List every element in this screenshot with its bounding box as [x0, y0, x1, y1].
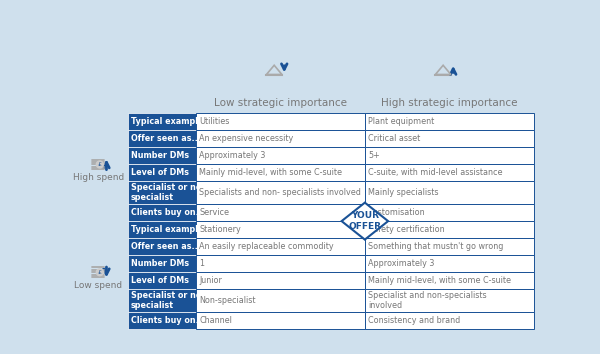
Bar: [196, 130, 365, 147]
Bar: [196, 272, 365, 289]
Text: Number DMs: Number DMs: [131, 259, 189, 268]
Bar: [365, 147, 534, 164]
Bar: [128, 181, 196, 204]
Text: Safety certification: Safety certification: [368, 225, 445, 234]
Text: Clients buy on...: Clients buy on...: [131, 208, 205, 217]
Text: Something that mustn't go wrong: Something that mustn't go wrong: [368, 242, 503, 251]
Text: YOUR
OFFER: YOUR OFFER: [349, 211, 382, 231]
Text: Stationery: Stationery: [199, 225, 241, 234]
Bar: [196, 221, 365, 238]
Bar: [196, 164, 365, 181]
Bar: [365, 130, 534, 147]
Text: Non-specialist: Non-specialist: [199, 296, 256, 305]
Bar: [196, 289, 365, 312]
Circle shape: [97, 269, 103, 276]
Text: Mainly mid-level, with some C-suite: Mainly mid-level, with some C-suite: [199, 168, 342, 177]
Text: Specialist or non-
specialist: Specialist or non- specialist: [131, 291, 210, 310]
Text: Critical asset: Critical asset: [368, 134, 420, 143]
Bar: [128, 221, 196, 238]
Text: Level of DMs: Level of DMs: [131, 168, 189, 177]
Bar: [365, 272, 534, 289]
Text: High strategic importance: High strategic importance: [381, 98, 518, 108]
Bar: [128, 312, 196, 329]
Bar: [128, 289, 196, 312]
Text: Clients buy on...: Clients buy on...: [131, 316, 205, 325]
Text: Customisation: Customisation: [368, 208, 425, 217]
Bar: [196, 255, 365, 272]
Text: Mainly mid-level, with some C-suite: Mainly mid-level, with some C-suite: [368, 276, 511, 285]
Bar: [365, 221, 534, 238]
Text: Offer seen as...: Offer seen as...: [131, 134, 200, 143]
Bar: [365, 164, 534, 181]
Bar: [365, 289, 534, 312]
Text: An expensive necessity: An expensive necessity: [199, 134, 293, 143]
Text: Level of DMs: Level of DMs: [131, 276, 189, 285]
Text: Typical example: Typical example: [131, 225, 203, 234]
Text: Low spend: Low spend: [74, 281, 122, 290]
Bar: [196, 113, 365, 130]
Polygon shape: [341, 202, 388, 240]
Text: Low strategic importance: Low strategic importance: [214, 98, 347, 108]
Bar: [196, 312, 365, 329]
Bar: [196, 238, 365, 255]
Text: Specialists and non- specialists involved: Specialists and non- specialists involve…: [199, 188, 361, 197]
Text: Mainly specialists: Mainly specialists: [368, 188, 439, 197]
Text: £: £: [98, 270, 102, 275]
Bar: [365, 204, 534, 221]
Text: Plant equipment: Plant equipment: [368, 117, 434, 126]
Bar: [128, 238, 196, 255]
Text: Channel: Channel: [199, 316, 232, 325]
Text: C-suite, with mid-level assistance: C-suite, with mid-level assistance: [368, 168, 502, 177]
Text: Specialist or non-
specialist: Specialist or non- specialist: [131, 183, 210, 202]
Bar: [196, 204, 365, 221]
Text: Utilities: Utilities: [199, 117, 229, 126]
Text: High spend: High spend: [73, 173, 124, 183]
Text: Offer seen as...: Offer seen as...: [131, 242, 200, 251]
Text: Consistency and brand: Consistency and brand: [368, 316, 460, 325]
Bar: [128, 147, 196, 164]
Text: Approximately 3: Approximately 3: [368, 259, 434, 268]
Bar: [128, 113, 196, 130]
Text: Approximately 3: Approximately 3: [199, 151, 265, 160]
Bar: [128, 164, 196, 181]
Bar: [128, 130, 196, 147]
Text: Number DMs: Number DMs: [131, 151, 189, 160]
Text: Specialist and non-specialists
involved: Specialist and non-specialists involved: [368, 291, 487, 310]
Text: 5+: 5+: [368, 151, 380, 160]
Bar: [128, 204, 196, 221]
Text: Typical example: Typical example: [131, 117, 203, 126]
Bar: [196, 181, 365, 204]
Bar: [128, 272, 196, 289]
Text: Service: Service: [199, 208, 229, 217]
Bar: [365, 312, 534, 329]
Text: 1: 1: [199, 259, 204, 268]
Bar: [365, 181, 534, 204]
Bar: [365, 238, 534, 255]
Circle shape: [97, 161, 103, 168]
Bar: [196, 147, 365, 164]
Text: £: £: [98, 162, 102, 167]
Text: Junior: Junior: [199, 276, 222, 285]
Bar: [365, 255, 534, 272]
Bar: [365, 113, 534, 130]
Text: An easily replaceable commodity: An easily replaceable commodity: [199, 242, 334, 251]
Bar: [128, 255, 196, 272]
